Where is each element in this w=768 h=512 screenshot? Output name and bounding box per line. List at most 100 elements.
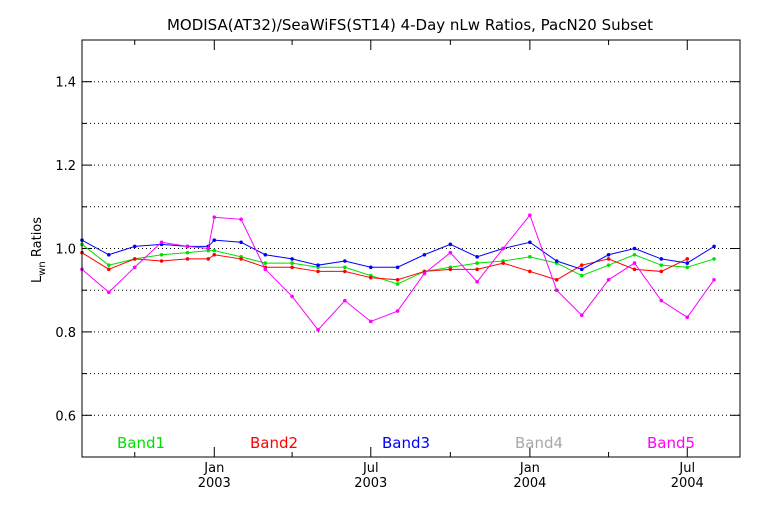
series-point-band2 <box>343 269 347 274</box>
series-point-band3 <box>263 252 268 257</box>
series-point-band2 <box>206 257 211 261</box>
series-point-band3 <box>712 244 716 249</box>
series-point-band2 <box>685 257 690 261</box>
series-point-band3 <box>685 261 690 265</box>
series-point-band5 <box>343 298 347 303</box>
y-axis-label-rest: Ratios <box>30 217 45 262</box>
series-point-band5 <box>475 280 479 284</box>
series-point-band5 <box>528 213 532 217</box>
series-point-band3 <box>528 240 532 245</box>
series-point-band1 <box>343 265 347 270</box>
plot-frame <box>81 39 741 458</box>
series-point-band2 <box>132 257 137 261</box>
series-line-band2 <box>81 252 688 281</box>
series-point-band3 <box>107 252 111 257</box>
legend-entry-band4: Band4 <box>515 434 563 452</box>
axis-ticks: 0.60.81.01.21.4Jan2003Jul2003Jan2004Jul2… <box>55 40 740 491</box>
legend-entry-band3: Band3 <box>382 434 430 452</box>
series-point-band5 <box>606 277 611 282</box>
series-point-band2 <box>107 267 111 272</box>
series-point-band5 <box>501 246 505 251</box>
series-point-band3 <box>239 240 243 245</box>
series-point-band5 <box>422 271 427 276</box>
y-tick-label: 1.4 <box>55 76 76 91</box>
series-point-band2 <box>501 261 505 265</box>
y-axis-label-main: L <box>30 275 45 283</box>
series-point-band1 <box>659 263 664 267</box>
y-axis-label-sub: wn <box>37 261 48 276</box>
y-tick-label: 1.0 <box>55 243 76 258</box>
series-point-band3 <box>290 257 294 261</box>
series-point-band1 <box>475 261 479 265</box>
series-point-band5 <box>368 319 373 324</box>
series-point-band3 <box>212 238 217 242</box>
series-point-band3 <box>422 252 427 257</box>
series-point-band5 <box>632 261 637 265</box>
series-point-band2 <box>554 277 559 282</box>
series-point-band2 <box>239 257 243 261</box>
series-point-band1 <box>395 282 400 286</box>
series-point-band1 <box>212 248 217 253</box>
series-line-band1 <box>81 243 715 285</box>
chart-title: MODISA(AT32)/SeaWiFS(ST14) 4-Day nLw Rat… <box>167 16 653 34</box>
series-point-band3 <box>395 265 400 270</box>
x-tick-label-year: 2004 <box>513 476 546 491</box>
x-tick-label-month: Jul <box>678 461 695 476</box>
x-tick-label-month: Jul <box>362 461 379 476</box>
series-point-band1 <box>263 261 268 265</box>
series-point-band2 <box>316 269 320 274</box>
series-point-band2 <box>159 259 164 263</box>
series-point-band5 <box>107 290 111 295</box>
x-tick-label-month: Jan <box>519 461 540 476</box>
y-tick-label: 0.8 <box>55 326 76 341</box>
series-point-band3 <box>659 257 664 261</box>
series-point-band5 <box>132 265 137 270</box>
series-point-band5 <box>395 309 400 313</box>
series-point-band3 <box>475 255 479 259</box>
series-point-band2 <box>528 269 532 274</box>
series-point-band2 <box>212 252 217 257</box>
legend-entry-band2: Band2 <box>250 434 298 452</box>
series-point-band1 <box>159 252 164 257</box>
series-point-band3 <box>579 267 584 272</box>
series-point-band1 <box>185 250 190 255</box>
series-point-band3 <box>343 259 347 263</box>
series-point-band3 <box>632 246 637 251</box>
series-point-band3 <box>448 242 453 247</box>
y-tick-label: 1.2 <box>55 159 76 174</box>
series-point-band1 <box>528 255 532 259</box>
series-point-band1 <box>632 252 637 257</box>
series-point-band3 <box>368 265 373 270</box>
series-point-band5 <box>206 246 211 251</box>
series-point-band2 <box>659 269 664 274</box>
series-point-band5 <box>290 294 294 299</box>
series-lines <box>80 213 716 332</box>
x-tick-label-month: Jan <box>203 461 224 476</box>
legend: Band1 Band2 Band3 Band4 Band5 <box>117 434 695 452</box>
series-line-band5 <box>81 214 715 331</box>
series-point-band5 <box>448 250 453 255</box>
y-axis-label: Lwn Ratios <box>30 217 48 283</box>
series-point-band2 <box>185 257 190 261</box>
series-point-band2 <box>395 277 400 282</box>
series-point-band1 <box>290 261 294 265</box>
series-point-band1 <box>107 263 111 267</box>
series-point-band1 <box>606 263 611 267</box>
series-point-band5 <box>554 288 559 293</box>
series-point-band1 <box>685 265 690 270</box>
series-point-band2 <box>475 267 479 272</box>
series-point-band5 <box>712 277 716 282</box>
series-point-band5 <box>212 215 217 220</box>
legend-entry-band5: Band5 <box>647 434 695 452</box>
series-point-band1 <box>712 257 716 261</box>
series-point-band3 <box>606 252 611 257</box>
series-point-band1 <box>579 273 584 278</box>
series-point-band5 <box>239 217 243 222</box>
series-point-band3 <box>316 263 320 267</box>
series-point-band3 <box>554 259 559 263</box>
series-point-band5 <box>159 240 164 245</box>
x-tick-label-year: 2003 <box>198 476 231 491</box>
series-point-band2 <box>368 275 373 280</box>
gridlines <box>82 81 740 416</box>
